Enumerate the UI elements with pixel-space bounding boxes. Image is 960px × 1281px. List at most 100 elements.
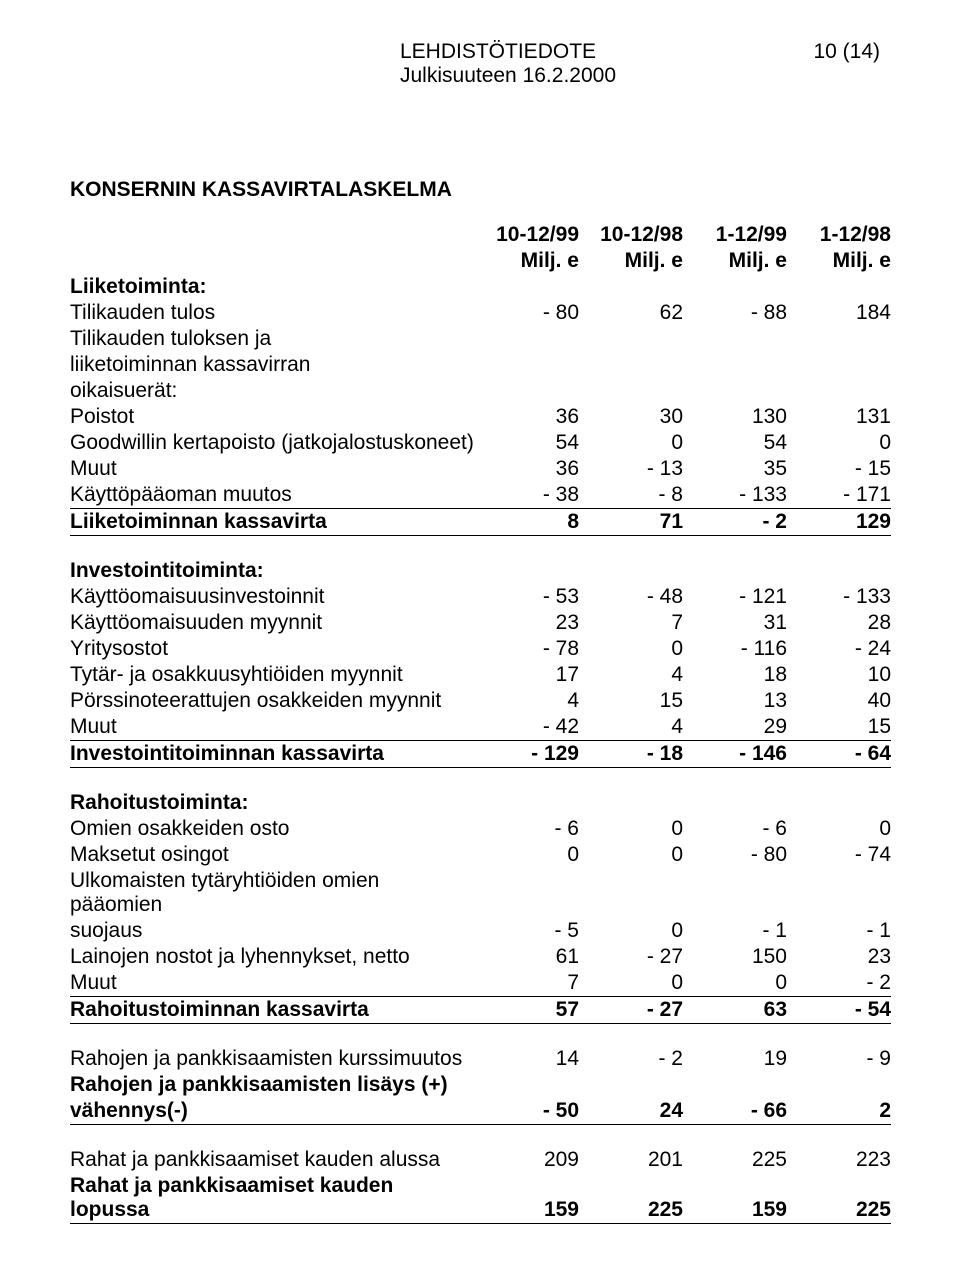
row-value: 130 — [683, 404, 787, 430]
subtotal-row: Liiketoiminnan kassavirta 8 71 - 2 129 — [70, 509, 891, 536]
row-value: - 129 — [475, 741, 579, 768]
row-label: Lainojen nostot ja lyhennykset, netto — [70, 944, 475, 970]
row-value: - 6 — [475, 816, 579, 842]
row-value: 17 — [475, 662, 579, 688]
row-value: 19 — [683, 1046, 787, 1072]
row-value: - 38 — [475, 482, 579, 509]
row-value: 8 — [475, 509, 579, 536]
row-value: - 171 — [787, 482, 891, 509]
row-value: - 5 — [475, 918, 579, 944]
empty-cell — [70, 248, 475, 274]
col-3-period: 1-12/99 — [683, 222, 787, 248]
row-label: Tilikauden tulos — [70, 300, 475, 326]
section-heading: Liiketoiminta: — [70, 274, 475, 300]
row-label: Käyttöomaisuusinvestoinnit — [70, 584, 475, 610]
row-label: Poistot — [70, 404, 475, 430]
row-value: 31 — [683, 610, 787, 636]
row-value: 4 — [579, 662, 683, 688]
header-subtitle: Julkisuuteen 16.2.2000 — [400, 64, 760, 88]
row-value: 10 — [787, 662, 891, 688]
section-heading-row: Investointitoiminta: — [70, 558, 891, 584]
table-row: Tytär- ja osakkuusyhtiöiden myynnit 17 4… — [70, 662, 891, 688]
row-value: - 8 — [579, 482, 683, 509]
row-label: Rahat ja pankkisaamiset kauden alussa — [70, 1147, 475, 1173]
row-value: 54 — [475, 430, 579, 456]
row-label: oikaisuerät: — [70, 378, 475, 404]
table-row: Käyttöomaisuusinvestoinnit - 53 - 48 - 1… — [70, 584, 891, 610]
table-row: Pörssinoteerattujen osakkeiden myynnit 4… — [70, 688, 891, 714]
table-row: Yritysostot - 78 0 - 116 - 24 — [70, 636, 891, 662]
header-title: LEHDISTÖTIEDOTE — [400, 40, 760, 64]
row-value: 225 — [787, 1173, 891, 1224]
document-page: LEHDISTÖTIEDOTE 10 (14) Julkisuuteen 16.… — [0, 0, 960, 1281]
row-value: 7 — [579, 610, 683, 636]
table-row: Käyttöomaisuuden myynnit 23 7 31 28 — [70, 610, 891, 636]
table-row: Rahojen ja pankkisaamisten kurssimuutos … — [70, 1046, 891, 1072]
row-value: 0 — [579, 918, 683, 944]
row-value: - 74 — [787, 842, 891, 868]
row-value: - 27 — [579, 944, 683, 970]
row-value: 4 — [475, 688, 579, 714]
spacer — [70, 768, 891, 791]
row-value: - 6 — [683, 816, 787, 842]
row-value: - 27 — [579, 997, 683, 1024]
row-value: - 78 — [475, 636, 579, 662]
row-value: - 42 — [475, 714, 579, 741]
row-label: Rahoitustoiminnan kassavirta — [70, 997, 475, 1024]
total-row: Rahat ja pankkisaamiset kauden lopussa 1… — [70, 1173, 891, 1224]
row-value: 18 — [683, 662, 787, 688]
row-value: - 146 — [683, 741, 787, 768]
table-row: Tilikauden tulos - 80 62 - 88 184 — [70, 300, 891, 326]
row-value: 35 — [683, 456, 787, 482]
table-row: Muut - 42 4 29 15 — [70, 714, 891, 741]
table-row: Rahat ja pankkisaamiset kauden alussa 20… — [70, 1147, 891, 1173]
spacer — [70, 536, 891, 559]
subtotal-row: Rahoitustoiminnan kassavirta 57 - 27 63 … — [70, 997, 891, 1024]
row-value: 225 — [579, 1173, 683, 1224]
column-header-row-1: 10-12/99 10-12/98 1-12/99 1-12/98 — [70, 222, 891, 248]
spacer — [70, 1024, 891, 1047]
table-row: Ulkomaisten tytäryhtiöiden omien pääomie… — [70, 868, 891, 918]
row-value: 23 — [475, 610, 579, 636]
row-value: - 50 — [475, 1098, 579, 1125]
row-value: 62 — [579, 300, 683, 326]
row-value: 24 — [579, 1098, 683, 1125]
row-label: suojaus — [70, 918, 475, 944]
row-label: Rahat ja pankkisaamiset kauden lopussa — [70, 1173, 475, 1224]
table-row: Muut 36 - 13 35 - 15 — [70, 456, 891, 482]
subtotal-row: vähennys(-) - 50 24 - 66 2 — [70, 1098, 891, 1125]
subtotal-row: Investointitoiminnan kassavirta - 129 - … — [70, 741, 891, 768]
row-value: 0 — [475, 842, 579, 868]
row-value: - 133 — [683, 482, 787, 509]
row-value: - 1 — [683, 918, 787, 944]
page-title: KONSERNIN KASSAVIRTALASKELMA — [70, 178, 890, 202]
row-label: Investointitoiminnan kassavirta — [70, 741, 475, 768]
row-value: - 80 — [475, 300, 579, 326]
row-label: Rahojen ja pankkisaamisten lisäys (+) — [70, 1072, 475, 1098]
row-value: 150 — [683, 944, 787, 970]
table-row: Poistot 36 30 130 131 — [70, 404, 891, 430]
table-row: Goodwillin kertapoisto (jatkojalostuskon… — [70, 430, 891, 456]
section-heading: Rahoitustoiminta: — [70, 790, 475, 816]
row-value: 13 — [683, 688, 787, 714]
row-value: - 9 — [787, 1046, 891, 1072]
column-header-row-2: Milj. e Milj. e Milj. e Milj. e — [70, 248, 891, 274]
row-value: - 13 — [579, 456, 683, 482]
row-value: 0 — [787, 430, 891, 456]
row-label: Käyttöpääoman muutos — [70, 482, 475, 509]
row-value: 209 — [475, 1147, 579, 1173]
row-value: 14 — [475, 1046, 579, 1072]
header-empty — [760, 64, 880, 88]
row-value: 0 — [579, 970, 683, 997]
row-value: - 53 — [475, 584, 579, 610]
table-row: suojaus - 5 0 - 1 - 1 — [70, 918, 891, 944]
table-row: Muut 7 0 0 - 2 — [70, 970, 891, 997]
row-value: - 88 — [683, 300, 787, 326]
table-row: Tilikauden tuloksen ja — [70, 326, 891, 352]
table-row: Lainojen nostot ja lyhennykset, netto 61… — [70, 944, 891, 970]
cashflow-table: 10-12/99 10-12/98 1-12/99 1-12/98 Milj. … — [70, 222, 891, 1224]
row-value: 2 — [787, 1098, 891, 1125]
col-4-unit: Milj. e — [787, 248, 891, 274]
row-value: - 116 — [683, 636, 787, 662]
col-1-unit: Milj. e — [475, 248, 579, 274]
